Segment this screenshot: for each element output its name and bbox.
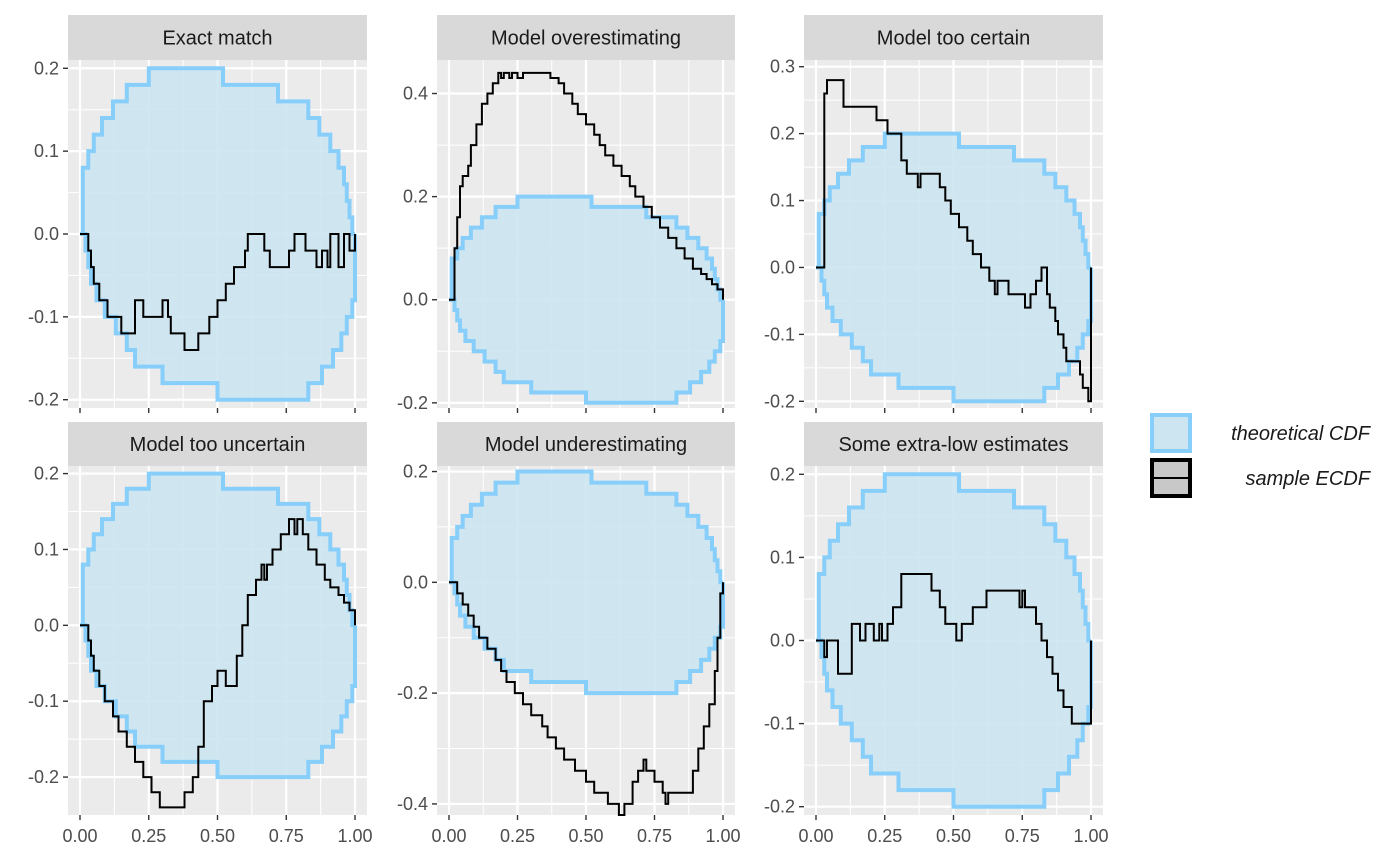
- x-tick-label: 0.00: [431, 826, 466, 846]
- y-tick-label: 0.0: [34, 615, 59, 635]
- y-tick-label: -0.1: [28, 691, 59, 711]
- facet-strip: [437, 15, 735, 60]
- y-tick-label: -0.2: [28, 767, 59, 787]
- facet-title: Model too uncertain: [130, 434, 306, 456]
- y-tick-label: -0.2: [397, 683, 428, 703]
- facet-title: Model underestimating: [485, 434, 687, 456]
- y-tick-label: 0.0: [770, 631, 795, 651]
- x-tick-label: 1.00: [1073, 826, 1108, 846]
- facet-panel: Some extra-low estimates 0.2 0.1 0.0 -0.1 -0.…: [764, 422, 1109, 846]
- y-tick-label: 0.2: [403, 187, 428, 207]
- theoretical-cdf-upper: [80, 471, 355, 628]
- sample-ecdf-line: [449, 581, 724, 816]
- legend-label: theoretical CDF: [1231, 423, 1372, 445]
- facet-title: Model overestimating: [491, 28, 681, 50]
- y-tick-label: -0.2: [764, 391, 795, 411]
- y-tick-label: 0.1: [770, 191, 795, 211]
- x-tick-label: 0.75: [1005, 826, 1040, 846]
- y-tick-label: 0.0: [403, 290, 428, 310]
- theoretical-cdf-lower: [80, 623, 357, 780]
- theoretical-cdf-lower: [80, 232, 357, 402]
- theoretical-cdf-lower: [816, 638, 1093, 809]
- y-tick-label: -0.2: [397, 393, 428, 413]
- facet-strip: [68, 15, 367, 60]
- facet-panel: Exact match 0.2 0.1 0.0 -0.1 -0.2: [28, 15, 367, 413]
- facet-title: Some extra-low estimates: [838, 434, 1068, 456]
- theoretical-cdf-band: [449, 196, 723, 403]
- facet-title: Exact match: [162, 28, 272, 50]
- theoretical-cdf-band: [816, 133, 1091, 402]
- y-tick-label: 0.1: [34, 539, 59, 559]
- sample-ecdf-line: [80, 233, 356, 351]
- x-tick-label: 0.00: [62, 826, 97, 846]
- x-tick-label: 0.50: [936, 826, 971, 846]
- facet-panel: Model overestimating 0.4 0.2 0.0 -0.2: [397, 15, 735, 413]
- x-tick-label: 0.50: [200, 826, 235, 846]
- legend: theoretical CDF sample ECDF: [1150, 413, 1372, 498]
- theoretical-cdf-lower: [449, 297, 725, 405]
- theoretical-cdf-lower: [449, 580, 725, 696]
- sample-ecdf-line: [816, 573, 1092, 725]
- theoretical-cdf-upper: [80, 66, 355, 236]
- y-tick-label: 0.2: [34, 464, 59, 484]
- y-tick-label: 0.0: [34, 224, 59, 244]
- facet-strip: [804, 422, 1103, 466]
- theoretical-cdf-upper: [449, 469, 723, 585]
- legend-label: sample ECDF: [1246, 468, 1372, 490]
- y-tick-label: -0.2: [764, 797, 795, 817]
- x-tick-label: 0.50: [568, 826, 603, 846]
- y-tick-label: 0.2: [34, 58, 59, 78]
- sample-ecdf-line: [449, 71, 724, 301]
- facet-title: Model too certain: [877, 28, 1030, 50]
- y-tick-label: 0.1: [34, 141, 59, 161]
- y-tick-label: -0.2: [28, 390, 59, 410]
- y-tick-label: -0.1: [28, 307, 59, 327]
- sample-ecdf-line: [80, 518, 356, 809]
- x-tick-label: 0.75: [637, 826, 672, 846]
- x-tick-label: 0.00: [798, 826, 833, 846]
- facet-strip: [68, 422, 367, 466]
- facet-strip: [804, 15, 1103, 60]
- x-tick-label: 0.25: [131, 826, 166, 846]
- y-tick-label: 0.2: [770, 464, 795, 484]
- theoretical-cdf-band: [80, 473, 355, 778]
- y-tick-label: 0.0: [403, 572, 428, 592]
- theoretical-cdf-band: [816, 474, 1091, 807]
- theoretical-cdf-lower: [816, 265, 1093, 404]
- y-tick-label: 0.1: [770, 547, 795, 567]
- y-tick-label: 0.3: [770, 57, 795, 77]
- y-tick-label: -0.1: [764, 324, 795, 344]
- x-tick-label: 1.00: [705, 826, 740, 846]
- theoretical-cdf-upper: [816, 472, 1091, 643]
- x-tick-label: 1.00: [337, 826, 372, 846]
- facet-panel: Model too certain 0.3 0.2 0.1 0.0 -0.1 -0.2: [764, 15, 1103, 413]
- facet-panel: Model underestimating 0.2 0.0 -0.2 -0.40.00 0…: [397, 422, 741, 846]
- y-tick-label: -0.4: [397, 794, 428, 814]
- x-tick-label: 0.25: [867, 826, 902, 846]
- y-tick-label: 0.2: [770, 124, 795, 144]
- y-tick-label: -0.1: [764, 714, 795, 734]
- sample-ecdf-line: [816, 79, 1092, 403]
- theoretical-cdf-band: [449, 471, 723, 694]
- facet-panel: Model too uncertain 0.2 0.1 0.0 -0.1 -0.2 0.00…: [28, 422, 373, 846]
- x-tick-label: 0.25: [500, 826, 535, 846]
- y-tick-label: 0.4: [403, 84, 428, 104]
- theoretical-cdf-upper: [816, 131, 1091, 270]
- y-tick-label: 0.0: [770, 257, 795, 277]
- legend-key-band: [1150, 413, 1192, 453]
- y-tick-label: 0.2: [403, 462, 428, 482]
- facet-strip: [437, 422, 735, 466]
- x-tick-label: 0.75: [269, 826, 304, 846]
